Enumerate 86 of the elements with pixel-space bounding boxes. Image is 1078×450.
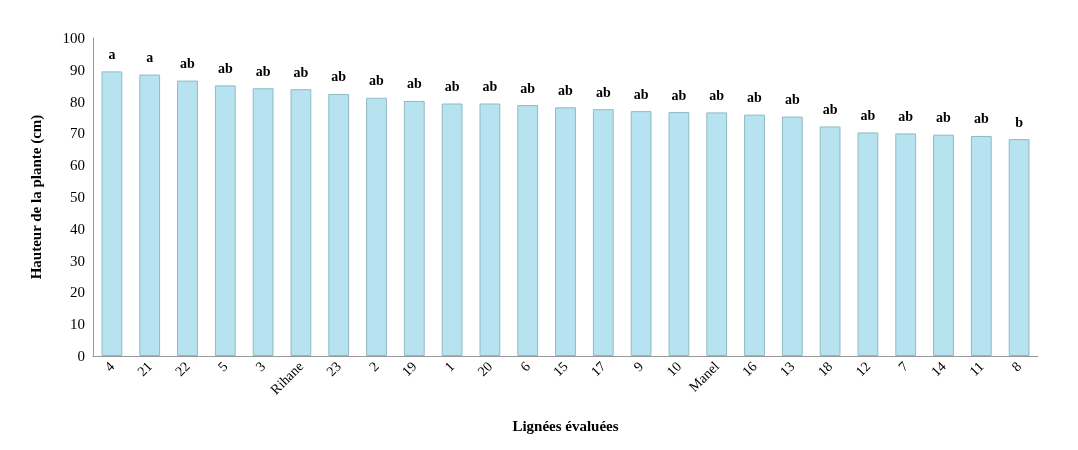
x-tick-label: 19: [399, 358, 420, 380]
data-label: ab: [898, 108, 914, 124]
data-label: ab: [973, 111, 989, 127]
bar: [819, 126, 841, 356]
y-tick-label: 80: [70, 93, 85, 110]
data-label: ab: [444, 79, 460, 95]
bar: [744, 114, 765, 356]
x-tick-label: 18: [814, 358, 836, 380]
data-label: ab: [860, 107, 876, 123]
y-tick-label: 30: [70, 252, 85, 269]
data-label: ab: [255, 63, 271, 79]
bar: [706, 112, 728, 356]
bar: [252, 88, 274, 356]
data-label: a: [108, 46, 116, 62]
x-tick-label: 2: [366, 358, 382, 375]
x-tick-label: 17: [588, 358, 609, 380]
data-label: ab: [936, 110, 952, 126]
bar: [479, 103, 501, 356]
x-tick-label: 8: [1008, 358, 1025, 375]
x-tick-label: 1: [441, 358, 458, 375]
data-label: ab: [520, 80, 536, 96]
y-tick-label: 40: [70, 220, 85, 237]
x-tick-label: 15: [550, 358, 571, 380]
data-label: ab: [709, 87, 725, 103]
x-tick-label: 20: [474, 358, 496, 380]
data-label: ab: [633, 86, 649, 102]
bar: [214, 85, 236, 356]
data-label: a: [146, 50, 154, 66]
bar: [139, 74, 161, 356]
bar: [630, 111, 652, 356]
x-tick-label: 16: [739, 358, 760, 380]
x-tick-label: 21: [134, 358, 156, 380]
bar: [366, 97, 387, 356]
x-tick-label: 9: [630, 358, 647, 375]
data-label: ab: [331, 69, 347, 85]
x-tick-label: 5: [215, 358, 231, 375]
y-tick-label: 90: [70, 61, 85, 78]
y-tick-label: 20: [70, 284, 85, 301]
data-label: ab: [217, 60, 233, 76]
y-tick-label: 70: [70, 125, 85, 142]
x-tick-label: 22: [172, 358, 193, 380]
x-tick-label: 10: [663, 358, 685, 380]
data-label: ab: [293, 64, 309, 80]
bar: [1008, 139, 1030, 356]
bar: [970, 135, 992, 356]
data-label: ab: [784, 92, 800, 108]
data-label: ab: [406, 76, 422, 92]
x-tick-label: 14: [928, 358, 949, 380]
data-label: b: [1015, 114, 1024, 130]
bar: [290, 89, 312, 356]
data-label: ab: [180, 56, 196, 72]
data-label: ab: [671, 87, 687, 103]
bar: [555, 107, 576, 356]
bar: [441, 103, 463, 356]
data-label: ab: [558, 82, 574, 98]
bar: [668, 112, 690, 356]
bar: [328, 93, 350, 356]
y-tick-label: 10: [70, 316, 85, 333]
y-axis-title: Hauteur de la plante (cm): [27, 114, 45, 280]
x-tick-label: 7: [895, 358, 911, 375]
y-tick-label: 60: [70, 157, 85, 174]
x-tick-label: 23: [323, 358, 345, 380]
data-label: ab: [822, 101, 838, 117]
x-tick-label: 6: [517, 358, 533, 375]
bar: [857, 132, 879, 356]
bar: [101, 71, 123, 356]
y-tick-label: 0: [77, 348, 85, 364]
x-tick-label: 11: [966, 358, 987, 379]
bar: [177, 80, 198, 356]
bar: [895, 133, 917, 356]
y-tick-label: 100: [62, 30, 85, 46]
bar: [592, 109, 614, 356]
bar: [403, 100, 425, 356]
data-label: ab: [747, 90, 763, 106]
data-label: ab: [482, 79, 498, 95]
x-tick-label: 3: [252, 358, 269, 375]
bar: [781, 116, 803, 356]
y-tick-label: 50: [70, 189, 85, 205]
x-tick-label: 12: [852, 358, 874, 380]
data-label: ab: [369, 73, 385, 89]
bar: [933, 134, 954, 356]
bar: [517, 105, 539, 356]
x-axis-title: Lignées évaluées: [512, 417, 619, 434]
x-tick-label: 13: [777, 358, 798, 380]
x-tick-label: 4: [101, 358, 118, 375]
data-label: ab: [595, 84, 611, 100]
